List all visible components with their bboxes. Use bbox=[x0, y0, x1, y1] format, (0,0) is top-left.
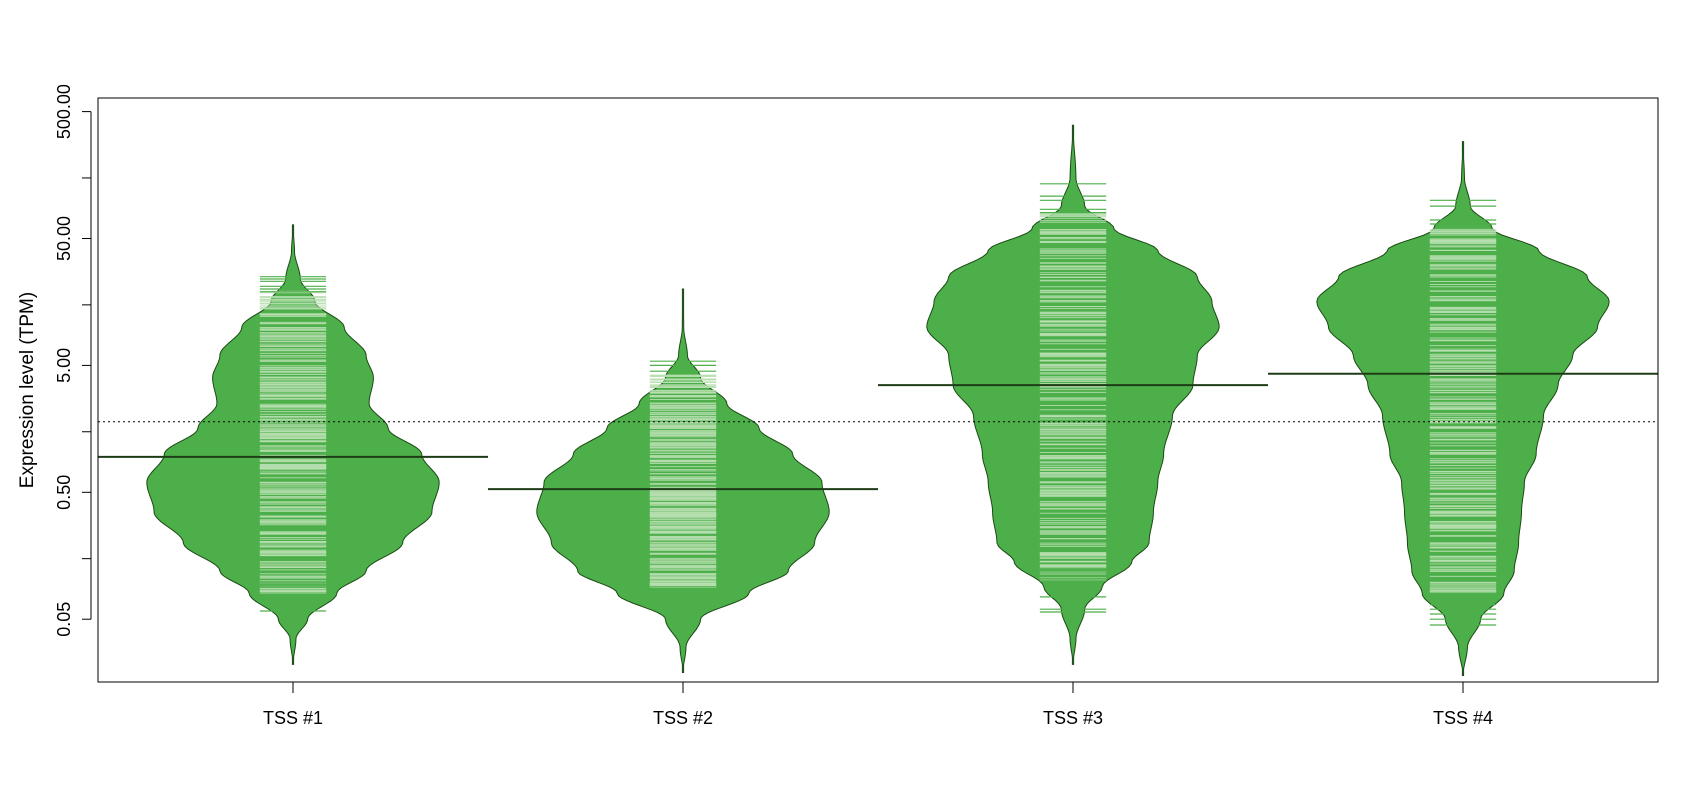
y-tick-label: 50.00 bbox=[54, 216, 74, 261]
bean-lines bbox=[649, 360, 717, 603]
y-tick-label: 0.05 bbox=[54, 602, 74, 637]
bean-lines bbox=[1039, 183, 1107, 613]
beans-layer bbox=[98, 124, 1658, 676]
y-tick-label: 5.00 bbox=[54, 348, 74, 383]
x-tick-label: TSS #4 bbox=[1433, 708, 1493, 728]
bean-shape bbox=[926, 124, 1220, 665]
bean-4 bbox=[1268, 141, 1658, 676]
bean-shape bbox=[536, 288, 830, 673]
bean-2 bbox=[488, 288, 878, 673]
bean-shape bbox=[146, 224, 440, 665]
x-tick-label: TSS #3 bbox=[1043, 708, 1103, 728]
y-axis: 0.05 0.50 5.00 50.00 500.00 bbox=[54, 84, 92, 637]
bean-lines bbox=[1429, 199, 1497, 626]
x-tick-label: TSS #2 bbox=[653, 708, 713, 728]
y-tick-label: 0.50 bbox=[54, 475, 74, 510]
x-axis: TSS #1 TSS #2 TSS #3 TSS #4 bbox=[263, 681, 1493, 728]
bean-1 bbox=[98, 224, 488, 665]
bean-3 bbox=[878, 124, 1268, 665]
y-axis-title: Expression level (TPM) bbox=[17, 292, 38, 488]
x-tick-label: TSS #1 bbox=[263, 708, 323, 728]
y-tick-label: 500.00 bbox=[54, 84, 74, 139]
bean-lines bbox=[259, 276, 327, 612]
